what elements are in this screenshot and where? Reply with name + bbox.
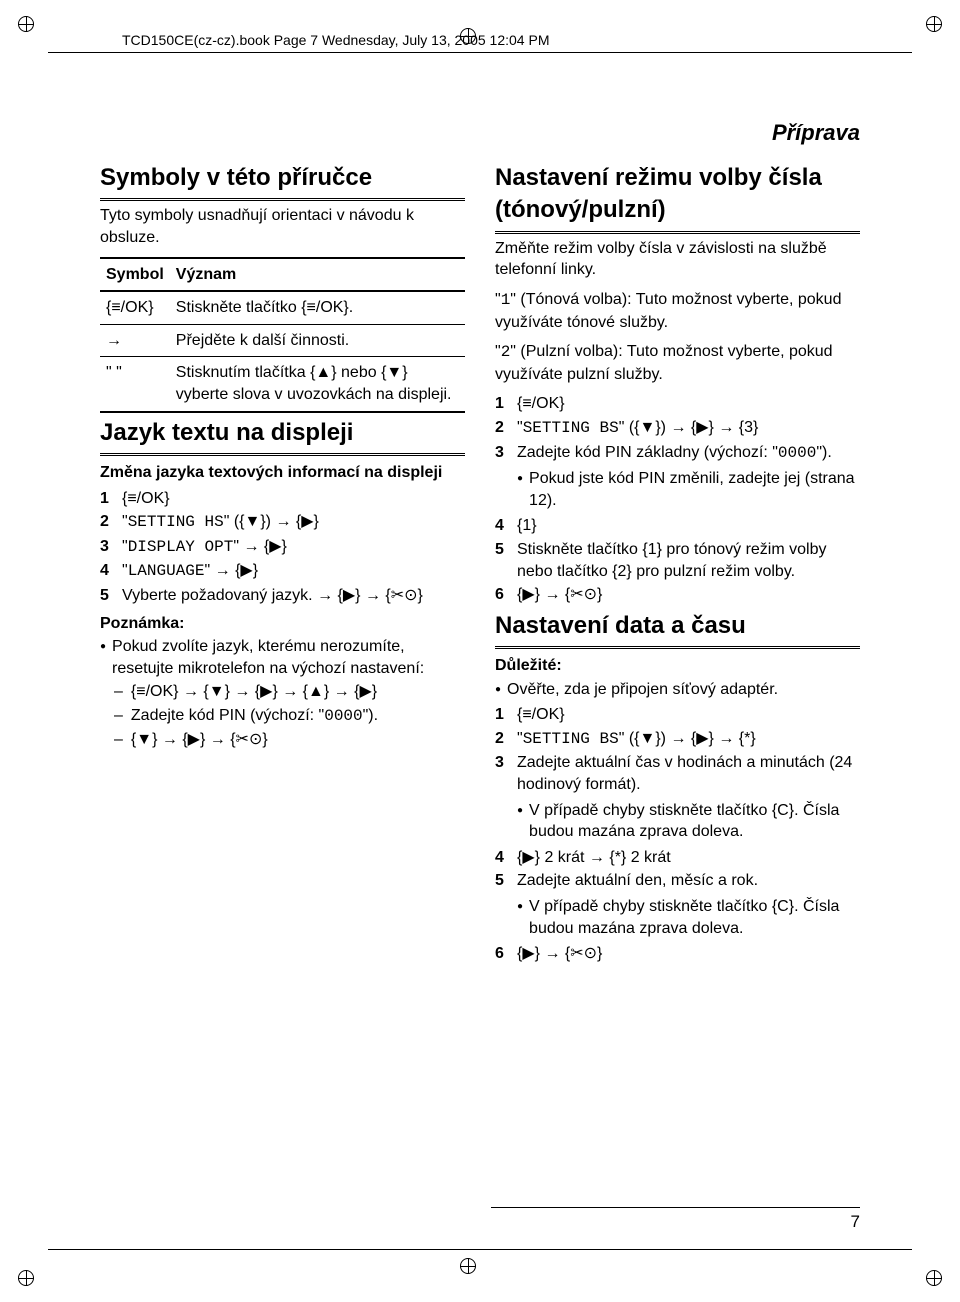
note-heading: Poznámka:: [100, 613, 465, 635]
step: 5Stiskněte tlačítko {1} pro tónový režim…: [495, 539, 860, 582]
step: 1{≡/OK}: [495, 393, 860, 415]
td: {≡/OK}: [100, 291, 170, 324]
heading-dial-mode: Nastavení režimu volby čísla (tónový/pul…: [495, 162, 860, 234]
td: " ": [100, 357, 170, 412]
important-heading: Důležité:: [495, 655, 860, 677]
note-dash: {≡/OK} → {▼} → {▶} → {▲} → {▶}: [114, 681, 465, 703]
crop-mark: [18, 1270, 34, 1286]
heading-language: Jazyk textu na displeji: [100, 417, 465, 456]
header-rule: [48, 52, 912, 53]
crop-mark: [926, 16, 942, 32]
step: 1{≡/OK}: [100, 488, 465, 510]
footer-rule: [48, 1249, 912, 1250]
step: 6{▶} → {✂⊙}: [495, 943, 860, 965]
step: 6{▶} → {✂⊙}: [495, 584, 860, 606]
substep: Pokud jste kód PIN změnili, zadejte jej …: [495, 468, 860, 511]
step: 3Zadejte kód PIN základny (výchozí: "000…: [495, 442, 860, 465]
step: 2"SETTING BS" ({▼}) → {▶} → {*}: [495, 728, 860, 751]
step: 3Zadejte aktuální čas v hodinách a minut…: [495, 752, 860, 795]
crop-mark: [18, 16, 34, 32]
step: 5Zadejte aktuální den, měsíc a rok.: [495, 870, 860, 892]
crop-mark: [460, 1258, 476, 1274]
step: 4"LANGUAGE" → {▶}: [100, 560, 465, 583]
note-dash: {▼} → {▶} → {✂⊙}: [114, 729, 465, 751]
note-bullet: Pokud zvolíte jazyk, kterému nerozumíte,…: [100, 636, 465, 679]
heading-date-time: Nastavení data a času: [495, 610, 860, 649]
note-dash: Zadejte kód PIN (výchozí: "0000").: [114, 705, 465, 728]
heading-symbols: Symboly v této příručce: [100, 162, 465, 201]
step: 4{1}: [495, 515, 860, 537]
td: Přejděte k další činnosti.: [170, 324, 465, 357]
td: →: [100, 324, 170, 357]
step: 4{▶} 2 krát → {*} 2 krát: [495, 847, 860, 869]
page-number: 7: [491, 1207, 860, 1232]
td: Stiskněte tlačítko {≡/OK}.: [170, 291, 465, 324]
step: 2"SETTING BS" ({▼}) → {▶} → {3}: [495, 417, 860, 440]
dial-intro: Změňte režim volby čísla v závislosti na…: [495, 238, 860, 281]
step: 5Vyberte požadovaný jazyk. → {▶} → {✂⊙}: [100, 585, 465, 607]
th-symbol: Symbol: [100, 258, 170, 292]
crop-mark: [926, 1270, 942, 1286]
dial-tone: "1" (Tónová volba): Tuto možnost vyberte…: [495, 289, 860, 333]
substep: V případě chyby stiskněte tlačítko {C}. …: [495, 800, 860, 843]
step: 3"DISPLAY OPT" → {▶}: [100, 536, 465, 559]
language-subhead: Změna jazyka textových informací na disp…: [100, 462, 465, 484]
dial-pulse: "2" (Pulzní volba): Tuto možnost vyberte…: [495, 341, 860, 385]
running-header: TCD150CE(cz-cz).book Page 7 Wednesday, J…: [122, 32, 549, 48]
th-meaning: Význam: [170, 258, 465, 292]
symbols-table: SymbolVýznam {≡/OK}Stiskněte tlačítko {≡…: [100, 257, 465, 413]
substep: V případě chyby stiskněte tlačítko {C}. …: [495, 896, 860, 939]
step: 1{≡/OK}: [495, 704, 860, 726]
category-heading: Příprava: [100, 120, 860, 146]
step: 2"SETTING HS" ({▼}) → {▶}: [100, 511, 465, 534]
symbols-intro: Tyto symboly usnadňují orientaci v návod…: [100, 205, 465, 248]
important-bullet: Ověřte, zda je připojen síťový adaptér.: [495, 679, 860, 701]
td: Stisknutím tlačítka {▲} nebo {▼} vyberte…: [170, 357, 465, 412]
